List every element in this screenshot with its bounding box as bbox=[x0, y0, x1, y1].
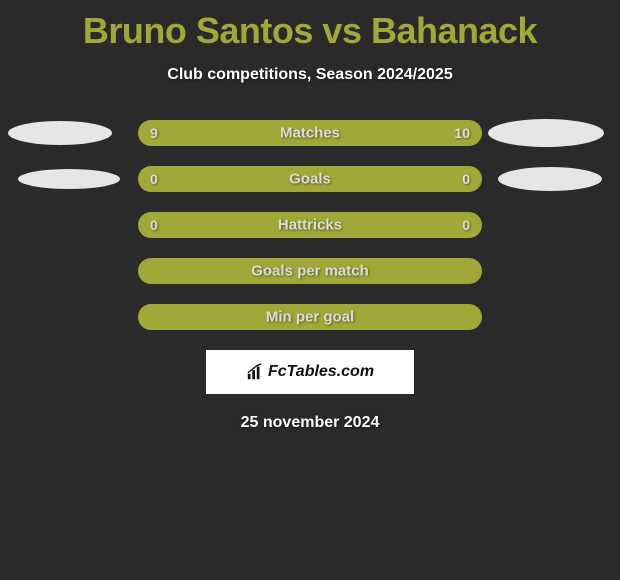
date: 25 november 2024 bbox=[0, 414, 620, 432]
stat-row: 9 Matches 10 bbox=[0, 120, 620, 146]
stat-label: Hattricks bbox=[278, 217, 342, 234]
player-right-ellipse bbox=[498, 167, 602, 191]
stat-label: Goals bbox=[289, 171, 331, 188]
stat-value-right: 10 bbox=[454, 125, 470, 141]
stat-bar: 0 Hattricks 0 bbox=[138, 212, 482, 238]
stat-label: Min per goal bbox=[266, 309, 354, 326]
stat-label: Goals per match bbox=[251, 263, 369, 280]
player-right-ellipse bbox=[488, 119, 604, 147]
stat-row: 0 Goals 0 bbox=[0, 166, 620, 192]
stat-value-right: 0 bbox=[462, 171, 470, 187]
logo-box: FcTables.com bbox=[206, 350, 414, 394]
stat-value-right: 0 bbox=[462, 217, 470, 233]
stat-row: Min per goal bbox=[0, 304, 620, 330]
stat-row: Goals per match bbox=[0, 258, 620, 284]
stat-value-left: 9 bbox=[150, 125, 158, 141]
stat-bar: Goals per match bbox=[138, 258, 482, 284]
stat-value-left: 0 bbox=[150, 171, 158, 187]
stat-bar: 9 Matches 10 bbox=[138, 120, 482, 146]
stat-bar: 0 Goals 0 bbox=[138, 166, 482, 192]
subtitle: Club competitions, Season 2024/2025 bbox=[0, 66, 620, 84]
stat-row: 0 Hattricks 0 bbox=[0, 212, 620, 238]
stat-value-left: 0 bbox=[150, 217, 158, 233]
player-left-ellipse bbox=[8, 121, 112, 145]
stats-rows: 9 Matches 10 0 Goals 0 0 Hattricks 0 Goals per ma… bbox=[0, 120, 620, 330]
page-title: Bruno Santos vs Bahanack bbox=[0, 0, 620, 52]
logo: FcTables.com bbox=[246, 363, 374, 381]
logo-text: FcTables.com bbox=[268, 363, 374, 381]
player-left-ellipse bbox=[18, 169, 120, 189]
stat-bar: Min per goal bbox=[138, 304, 482, 330]
bar-chart-icon bbox=[246, 363, 264, 381]
stat-label: Matches bbox=[280, 125, 340, 142]
